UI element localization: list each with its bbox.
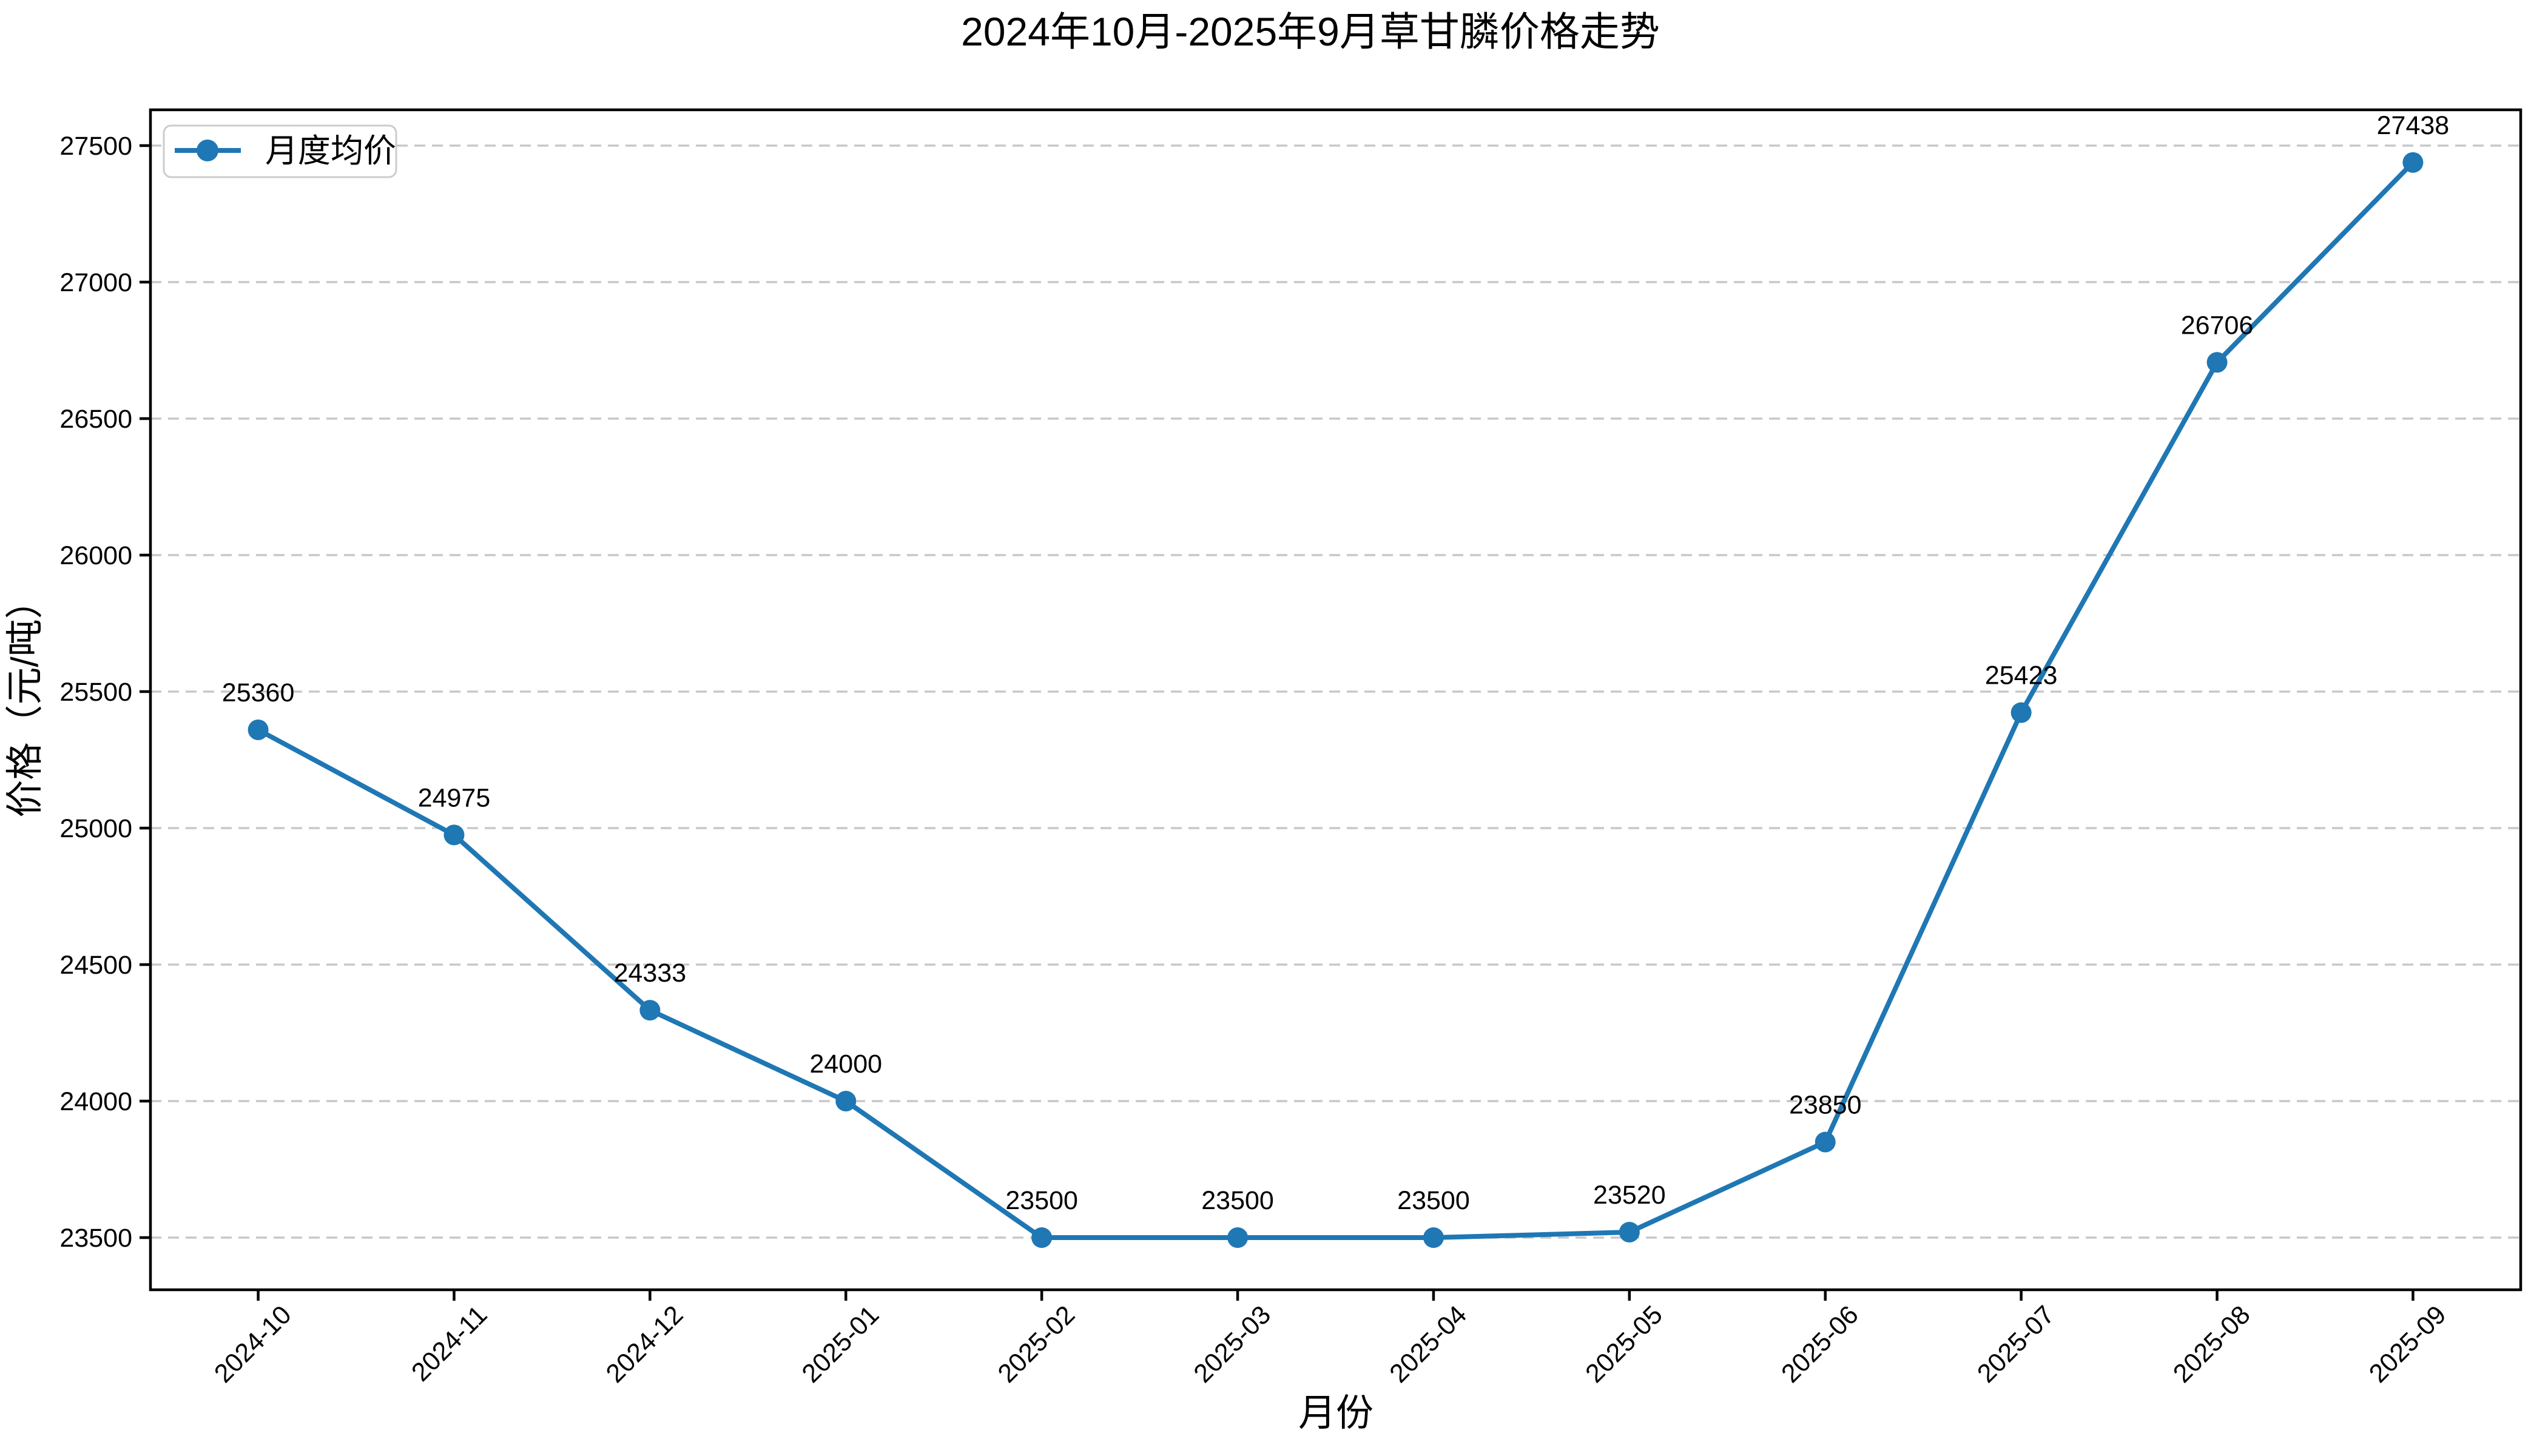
data-point-label: 23500 xyxy=(1005,1186,1078,1215)
x-tick-label: 2025-01 xyxy=(797,1300,885,1389)
data-point-label: 26706 xyxy=(2181,311,2254,340)
data-point xyxy=(835,1091,857,1112)
legend-label: 月度均价 xyxy=(265,133,396,169)
y-tick-label: 27000 xyxy=(59,268,132,297)
data-point xyxy=(1423,1227,1444,1249)
data-point xyxy=(639,1000,661,1021)
data-point-label: 24333 xyxy=(614,959,687,988)
y-tick-label: 25500 xyxy=(59,678,132,707)
x-tick-label: 2024-12 xyxy=(601,1300,689,1389)
x-tick-label: 2025-02 xyxy=(993,1300,1081,1389)
y-tick-label: 25000 xyxy=(59,814,132,843)
data-point xyxy=(1227,1227,1249,1249)
x-tick-label: 2024-10 xyxy=(209,1300,297,1389)
y-tick-label: 23500 xyxy=(59,1224,132,1253)
chart-title: 2024年10月-2025年9月草甘膦价格走势 xyxy=(961,9,1660,54)
legend: 月度均价 xyxy=(163,124,397,178)
data-point xyxy=(1815,1131,1836,1153)
x-tick-label: 2025-05 xyxy=(1580,1300,1668,1389)
data-point xyxy=(443,824,465,846)
plot-border xyxy=(149,108,2523,1292)
data-point-label: 23520 xyxy=(1593,1181,1666,1210)
data-point xyxy=(2402,152,2424,173)
y-tick-label: 27500 xyxy=(59,132,132,161)
x-tick-label: 2025-06 xyxy=(1776,1300,1864,1389)
data-point-label: 23500 xyxy=(1201,1186,1274,1215)
x-tick-label: 2025-04 xyxy=(1384,1300,1472,1389)
x-tick-label: 2025-09 xyxy=(2364,1300,2452,1389)
x-tick-label: 2025-07 xyxy=(1972,1300,2060,1389)
data-point xyxy=(2206,352,2228,373)
y-tick-label: 24500 xyxy=(59,951,132,980)
data-point-label: 27438 xyxy=(2377,111,2450,140)
x-tick-label: 2024-11 xyxy=(406,1300,493,1387)
y-tick-label: 26000 xyxy=(59,541,132,570)
data-point-label: 24975 xyxy=(418,783,491,812)
x-axis-label: 月份 xyxy=(1298,1392,1373,1434)
data-point-label: 24000 xyxy=(809,1050,882,1079)
data-point-label: 25423 xyxy=(1985,661,2058,690)
price-line xyxy=(255,160,2416,1241)
data-point xyxy=(1619,1222,1640,1243)
plot-content: 23500 24000 24500 25000 25500 26000 26500 27000… xyxy=(59,111,2521,1389)
data-point xyxy=(248,720,269,741)
legend-marker-icon xyxy=(197,140,218,161)
y-axis-label: 价格（元/吨） xyxy=(4,581,46,817)
data-point-label: 23850 xyxy=(1789,1091,1862,1120)
data-point xyxy=(1031,1227,1053,1249)
data-point-label: 25360 xyxy=(222,678,295,707)
x-tick-label: 2025-03 xyxy=(1188,1300,1277,1389)
y-tick-label: 26500 xyxy=(59,405,132,434)
legend-box xyxy=(163,124,397,178)
y-tick-label: 24000 xyxy=(59,1087,132,1116)
x-tick-label: 2025-08 xyxy=(2168,1300,2256,1389)
data-point-label: 23500 xyxy=(1397,1186,1470,1215)
data-point xyxy=(2010,702,2032,723)
